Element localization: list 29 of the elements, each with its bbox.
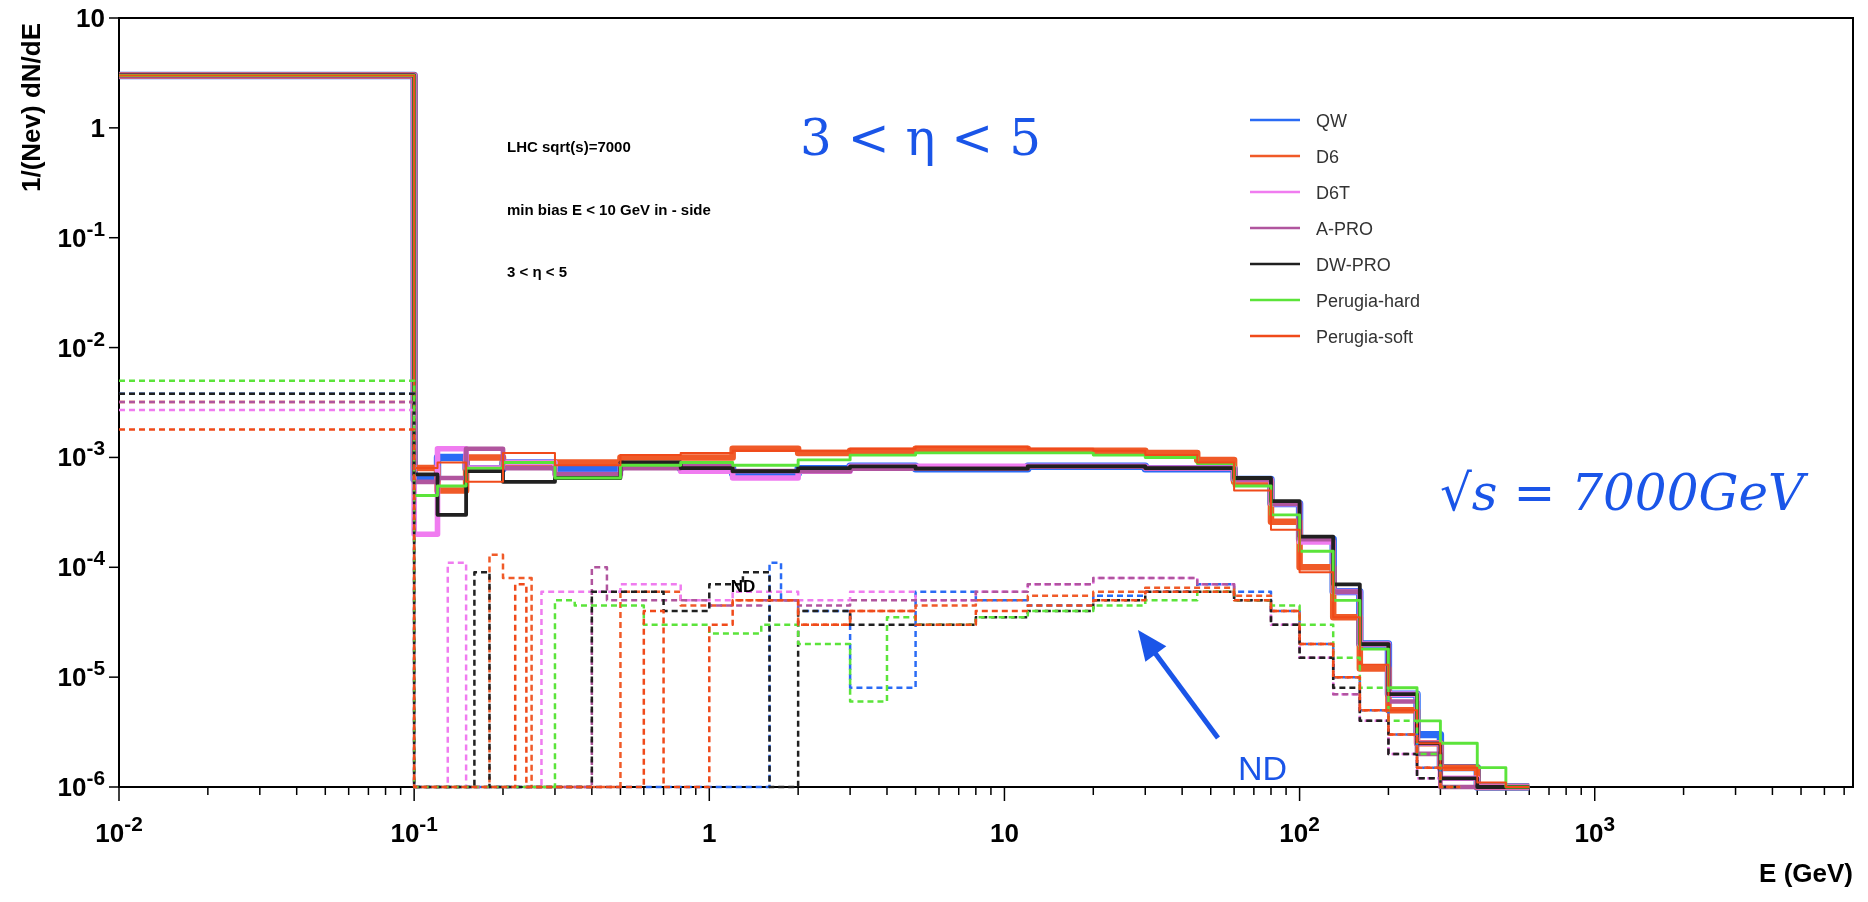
legend-label: D6 [1316,147,1340,167]
y-tick-label: 1 [90,112,105,143]
annotation: 3 < η < 5 [507,263,568,280]
y-tick-label: 10$^{-6}$ [57,765,105,802]
y-tick-label: 10 [76,3,105,33]
legend-label: Perugia-hard [1316,291,1421,311]
y-tick-label: 10$^{-4}$ [57,545,106,583]
x-tick-label: 10$^{3}$ [1574,811,1615,848]
annotation: √s = 7000GeV [1440,464,1809,522]
legend-label: Perugia-soft [1316,327,1414,347]
annotation: min bias E < 10 GeV in - side [507,201,711,218]
legend-label: A-PRO [1316,219,1374,239]
x-axis-title: E (GeV) [1759,858,1853,888]
x-tick-label: 10 [989,818,1019,848]
annotation: ND [1238,749,1288,787]
annotation: ND [730,577,756,597]
x-tick-label: 1 [702,818,717,848]
legend-label: QW [1316,111,1347,131]
y-tick-label: 10$^{-2}$ [57,326,105,363]
legend-label: DW-PRO [1316,255,1391,275]
y-tick-label: 10$^{-3}$ [57,435,105,473]
x-tick-label: 10$^{2}$ [1279,811,1320,848]
y-tick-label: 10$^{-5}$ [57,655,105,693]
x-tick-label: 10$^{-1}$ [390,811,438,848]
annotation: LHC sqrt(s)=7000 [507,138,631,155]
y-tick-label: 10$^{-1}$ [57,216,105,253]
legend-label: D6T [1316,183,1351,203]
annotation: 3 < η < 5 [800,109,1041,167]
y-axis-title: 1/(Nev) dN/dE [16,23,46,193]
